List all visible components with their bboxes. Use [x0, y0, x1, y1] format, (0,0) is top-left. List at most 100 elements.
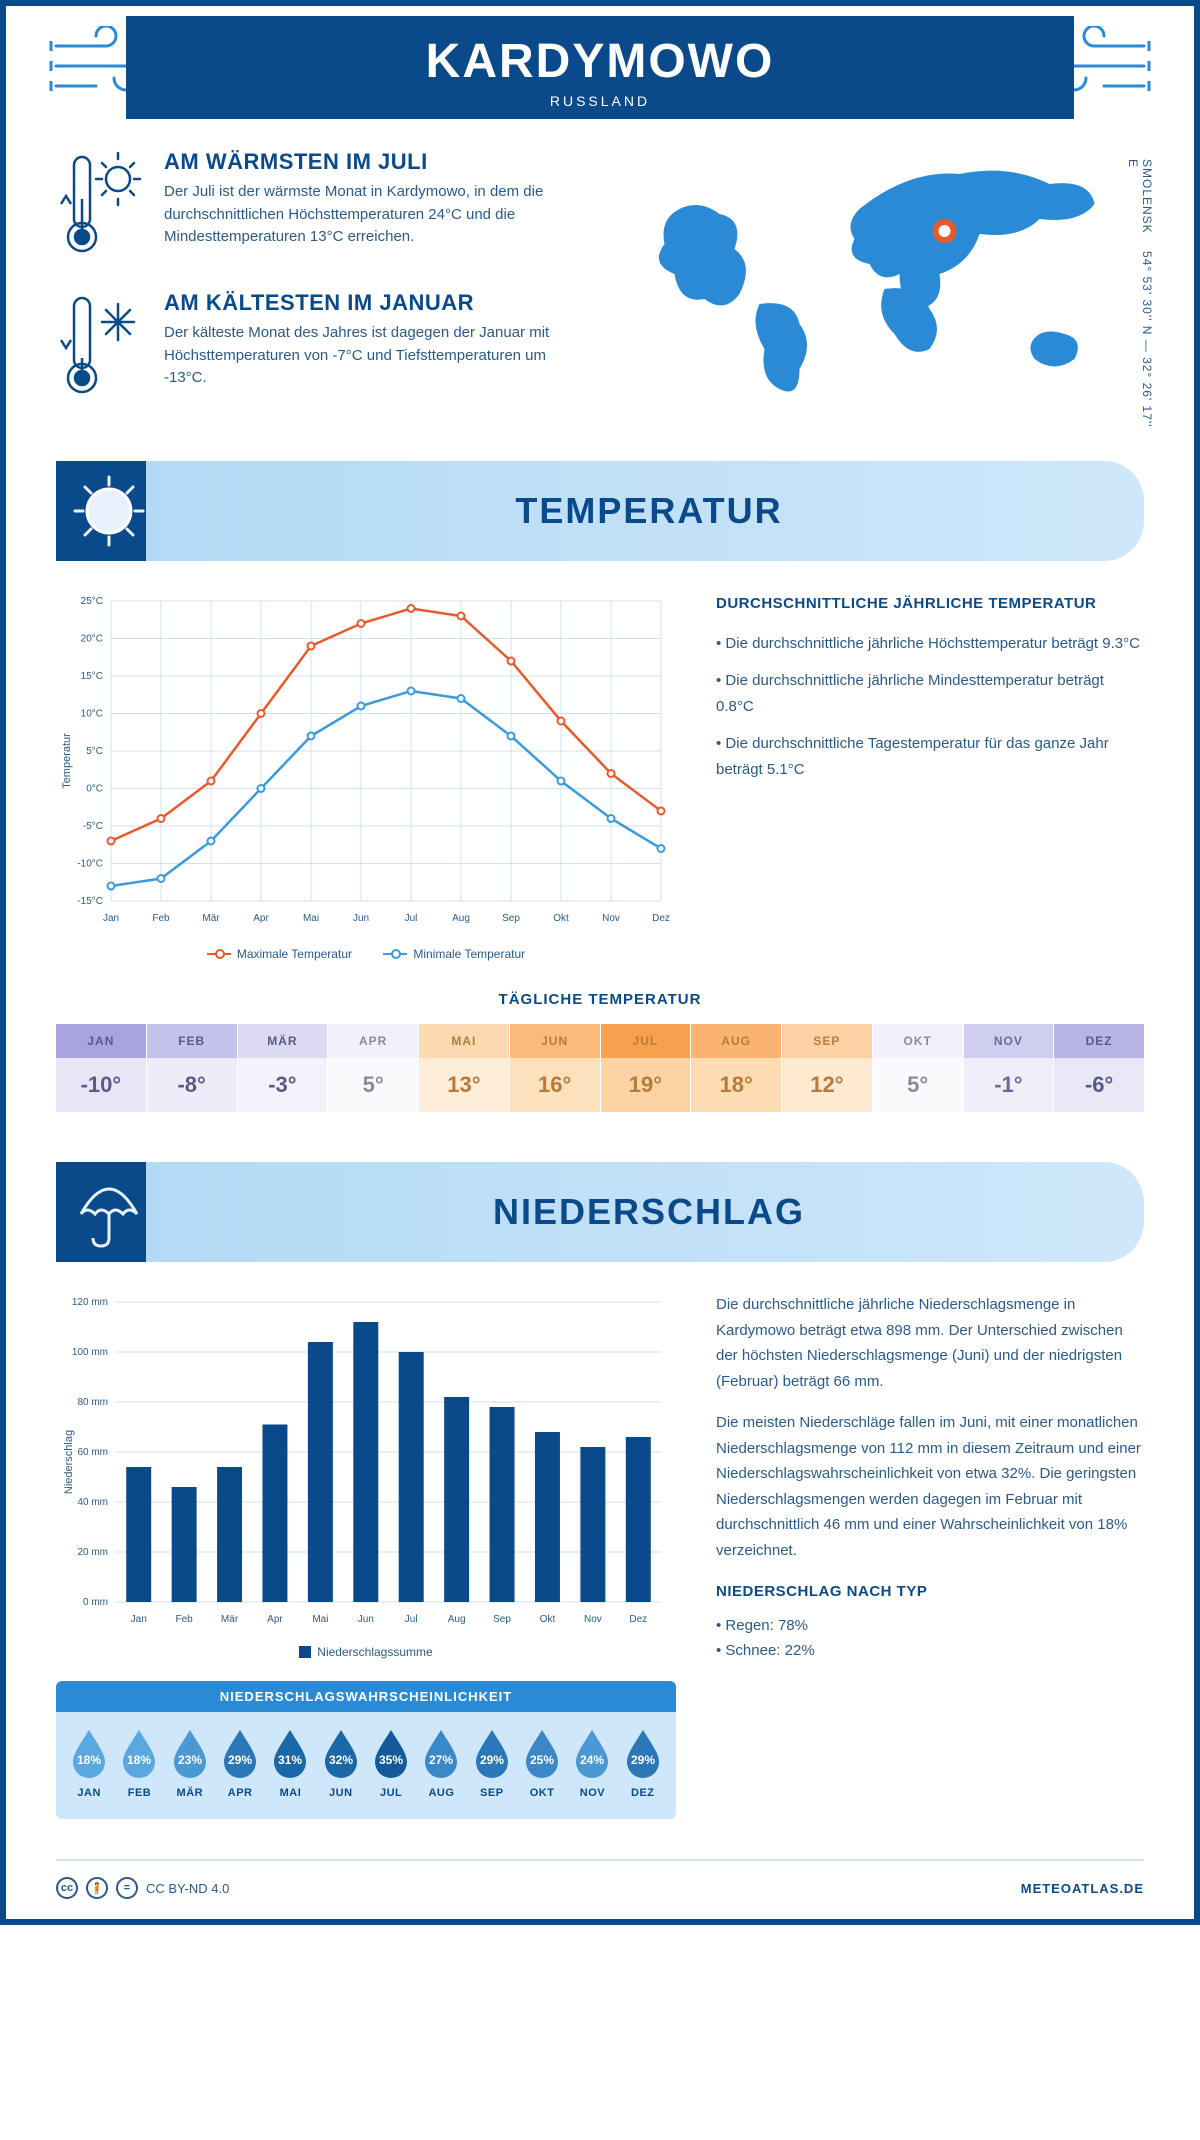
warmest-block: AM WÄRMSTEN IM JULI Der Juli ist der wär… — [56, 149, 585, 264]
avg-temp-bullet: • Die durchschnittliche jährliche Mindes… — [716, 668, 1144, 719]
cc-icon: cc — [56, 1877, 78, 1899]
daily-temp-cell: OKT5° — [873, 1024, 964, 1112]
svg-text:40 mm: 40 mm — [77, 1497, 108, 1508]
svg-text:Sep: Sep — [502, 913, 520, 924]
svg-text:Apr: Apr — [253, 913, 269, 924]
temp-chart-legend: .legend .item:nth-child(1) .swatch::afte… — [56, 944, 676, 961]
sun-icon — [69, 471, 149, 551]
svg-text:23%: 23% — [178, 1753, 202, 1767]
coordinates-label: SMOLENSK 54° 53' 30'' N — 32° 26' 17'' E — [1126, 159, 1154, 431]
page-title: KARDYMOWO — [126, 34, 1074, 89]
daily-temp-cell: APR5° — [328, 1024, 419, 1112]
svg-text:35%: 35% — [379, 1753, 403, 1767]
license-label: CC BY-ND 4.0 — [146, 1881, 229, 1896]
precip-prob-drop: 29%APR — [215, 1726, 265, 1799]
svg-text:Jul: Jul — [405, 913, 418, 924]
daily-temp-cell: JUN16° — [510, 1024, 601, 1112]
title-banner: KARDYMOWO RUSSLAND — [126, 16, 1074, 119]
svg-text:10°C: 10°C — [81, 709, 103, 720]
daily-temp-cell: MAI13° — [419, 1024, 510, 1112]
world-map — [615, 149, 1144, 409]
avg-temp-bullet: • Die durchschnittliche jährliche Höchst… — [716, 631, 1144, 657]
precip-prob-drop: 29%DEZ — [618, 1726, 668, 1799]
precip-prob-drop: 25%OKT — [517, 1726, 567, 1799]
svg-text:Dez: Dez — [629, 1614, 647, 1625]
svg-text:20°C: 20°C — [81, 634, 103, 645]
page-footer: cc 🧍 = CC BY-ND 4.0 METEOATLAS.DE — [56, 1859, 1144, 1919]
precip-paragraph: Die meisten Niederschläge fallen im Juni… — [716, 1410, 1144, 1563]
svg-text:Nov: Nov — [602, 913, 620, 924]
svg-text:Mai: Mai — [312, 1614, 328, 1625]
daily-temp-title: TÄGLICHE TEMPERATUR — [56, 991, 1144, 1008]
precipitation-bar-chart: 0 mm20 mm40 mm60 mm80 mm100 mm120 mmJanF… — [56, 1292, 676, 1632]
svg-text:15°C: 15°C — [81, 671, 103, 682]
avg-temp-bullet: • Die durchschnittliche Tagestemperatur … — [716, 731, 1144, 782]
svg-text:0°C: 0°C — [86, 784, 103, 795]
coldest-text: Der kälteste Monat des Jahres ist dagege… — [164, 322, 585, 390]
svg-text:31%: 31% — [278, 1753, 302, 1767]
precip-prob-drop: 31%MAI — [265, 1726, 315, 1799]
temperature-banner: TEMPERATUR — [56, 461, 1144, 561]
svg-text:Aug: Aug — [452, 913, 470, 924]
svg-text:80 mm: 80 mm — [77, 1397, 108, 1408]
svg-text:Jun: Jun — [353, 913, 369, 924]
daily-temp-cell: FEB-8° — [147, 1024, 238, 1112]
thermometer-snow-icon — [56, 290, 146, 400]
svg-text:120 mm: 120 mm — [72, 1297, 108, 1308]
header-area: KARDYMOWO RUSSLAND — [6, 6, 1194, 119]
precip-prob-title: NIEDERSCHLAGSWAHRSCHEINLICHKEIT — [56, 1681, 676, 1712]
daily-temp-cell: JAN-10° — [56, 1024, 147, 1112]
section-precipitation-title: NIEDERSCHLAG — [154, 1191, 1144, 1233]
coldest-block: AM KÄLTESTEN IM JANUAR Der kälteste Mona… — [56, 290, 585, 405]
daily-temp-cell: MÄR-3° — [238, 1024, 329, 1112]
nd-icon: = — [116, 1877, 138, 1899]
svg-text:Feb: Feb — [176, 1614, 194, 1625]
daily-temp-cell: JUL19° — [601, 1024, 692, 1112]
precip-prob-drop: 24%NOV — [567, 1726, 617, 1799]
daily-temp-cell: AUG18° — [691, 1024, 782, 1112]
svg-text:29%: 29% — [631, 1753, 655, 1767]
svg-text:Jan: Jan — [131, 1614, 147, 1625]
svg-text:Jun: Jun — [358, 1614, 374, 1625]
svg-text:100 mm: 100 mm — [72, 1347, 108, 1358]
svg-text:20 mm: 20 mm — [77, 1547, 108, 1558]
daily-temp-cell: NOV-1° — [964, 1024, 1055, 1112]
svg-text:Feb: Feb — [152, 913, 170, 924]
precipitation-banner: NIEDERSCHLAG — [56, 1162, 1144, 1262]
svg-text:29%: 29% — [480, 1753, 504, 1767]
svg-text:-15°C: -15°C — [77, 896, 103, 907]
site-label: METEOATLAS.DE — [1021, 1881, 1144, 1896]
precip-chart-legend: Niederschlagssumme — [56, 1645, 676, 1661]
svg-text:0 mm: 0 mm — [83, 1597, 108, 1608]
svg-text:Mai: Mai — [303, 913, 319, 924]
warmest-text: Der Juli ist der wärmste Monat in Kardym… — [164, 181, 585, 249]
precip-probability-box: NIEDERSCHLAGSWAHRSCHEINLICHKEIT 18%JAN18… — [56, 1681, 676, 1819]
precip-prob-drop: 23%MÄR — [165, 1726, 215, 1799]
svg-text:25%: 25% — [530, 1753, 554, 1767]
precip-type-bullet: • Schnee: 22% — [716, 1638, 1144, 1664]
svg-text:29%: 29% — [228, 1753, 252, 1767]
section-temperature-title: TEMPERATUR — [154, 490, 1144, 532]
svg-text:5°C: 5°C — [86, 746, 103, 757]
svg-text:18%: 18% — [127, 1753, 151, 1767]
daily-temp-cell: DEZ-6° — [1054, 1024, 1144, 1112]
precip-type-title: NIEDERSCHLAG NACH TYP — [716, 1579, 1144, 1605]
svg-text:Okt: Okt — [540, 1614, 556, 1625]
precip-prob-drop: 35%JUL — [366, 1726, 416, 1799]
svg-text:Mär: Mär — [221, 1614, 239, 1625]
svg-text:Aug: Aug — [448, 1614, 466, 1625]
location-marker-icon — [936, 222, 954, 240]
avg-temp-title: DURCHSCHNITTLICHE JÄHRLICHE TEMPERATUR — [716, 591, 1144, 617]
intro-row: AM WÄRMSTEN IM JULI Der Juli ist der wär… — [6, 119, 1194, 451]
svg-text:32%: 32% — [329, 1753, 353, 1767]
svg-text:Okt: Okt — [553, 913, 569, 924]
daily-temp-cell: SEP12° — [782, 1024, 873, 1112]
coldest-title: AM KÄLTESTEN IM JANUAR — [164, 290, 585, 316]
svg-text:Sep: Sep — [493, 1614, 511, 1625]
svg-text:Jul: Jul — [405, 1614, 418, 1625]
precip-paragraph: Die durchschnittliche jährliche Niedersc… — [716, 1292, 1144, 1394]
daily-temp-table: JAN-10°FEB-8°MÄR-3°APR5°MAI13°JUN16°JUL1… — [56, 1024, 1144, 1112]
svg-text:24%: 24% — [580, 1753, 604, 1767]
precip-prob-drop: 29%SEP — [467, 1726, 517, 1799]
svg-text:-5°C: -5°C — [83, 821, 103, 832]
